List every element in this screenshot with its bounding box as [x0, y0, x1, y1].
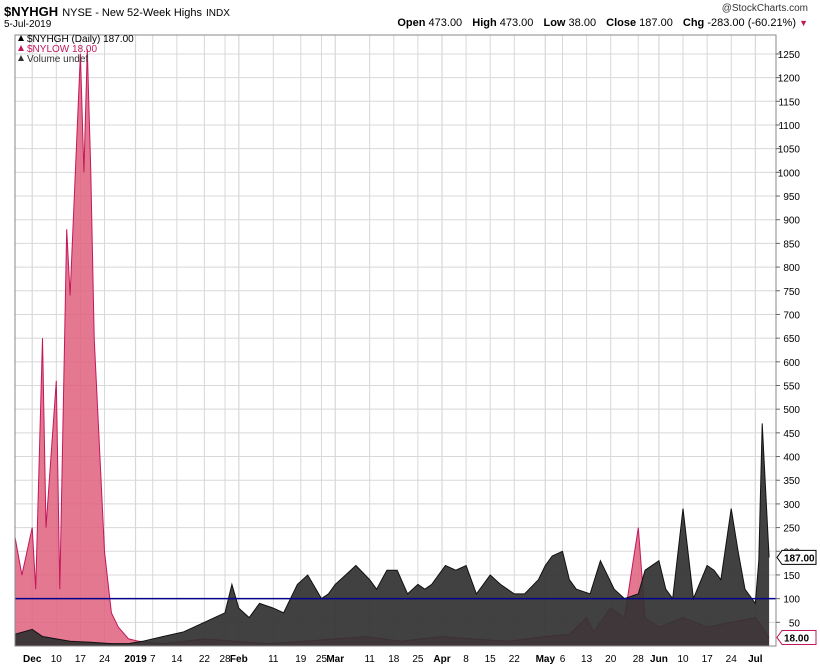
x-tick-label: 11 [364, 654, 375, 665]
x-tick-label: Feb [230, 654, 248, 665]
x-tick-label: 10 [677, 654, 689, 665]
y-tick-label: 1000 [778, 168, 801, 179]
close-label: Close [606, 17, 637, 29]
series-areas [14, 49, 770, 646]
chg-value: -283.00 (-60.21%) [707, 17, 797, 29]
y-tick-label: 1200 [778, 74, 801, 85]
grid-lines [15, 35, 776, 646]
x-tick-label: 22 [509, 654, 521, 665]
x-axis: Dec 10 17 24 2019 7 14 22 28 Feb 11 19 25 Mar 11 18 25 Ap… [23, 654, 763, 665]
x-tick-label: 24 [726, 654, 738, 665]
x-tick-label: 17 [702, 654, 714, 665]
x-tick-label: 28 [219, 654, 231, 665]
legend-swatch-icon [18, 55, 24, 61]
symbol-description: NYSE - New 52-Week Highs [62, 7, 202, 19]
y-tick-label: 1100 [778, 121, 800, 132]
y-tick-label: 950 [783, 192, 800, 203]
y-tick-label: 600 [783, 358, 800, 369]
close-value: 187.00 [639, 17, 673, 29]
x-tick-label: 6 [560, 654, 566, 665]
x-tick-label: Dec [23, 654, 42, 665]
y-tick-label: 900 [783, 216, 800, 227]
x-tick-label: 25 [412, 654, 424, 665]
high-label: High [472, 17, 497, 29]
y-tick-label: 150 [783, 571, 800, 582]
y-tick-label: 100 [783, 595, 800, 606]
high-value: 473.00 [499, 17, 534, 29]
exchange: INDX [205, 8, 230, 19]
y-tick-label: 550 [783, 381, 800, 392]
y-tick-label: 850 [783, 239, 800, 250]
last-value-labels: 187.00 18.00 [776, 549, 817, 645]
open-value: 473.00 [428, 17, 463, 29]
last-value-badge [776, 549, 817, 565]
x-tick-label: 25 [316, 654, 328, 665]
stockcharts-credit[interactable]: @StockCharts.com [721, 3, 808, 14]
y-tick-label: 50 [789, 618, 801, 629]
x-tick-label: 10 [51, 654, 63, 665]
x-tick-label: 2019 [124, 654, 147, 665]
nylow-area [15, 49, 770, 646]
y-tick-label: 500 [783, 405, 800, 416]
down-triangle-icon: ▼ [799, 18, 808, 28]
chg-label: Chg [682, 17, 705, 29]
y-tick-label: 750 [783, 287, 800, 298]
chart-header: $NYHGH NYSE - New 52-Week Highs INDX 5-Jul… [0, 0, 820, 34]
y-tick-label: 400 [783, 453, 800, 464]
y-tick-label: 1050 [778, 145, 801, 156]
y-tick-label: 450 [783, 429, 800, 440]
y-axis: 5010015020025030035040045050055060065070… [776, 50, 800, 629]
x-tick-label: 24 [99, 654, 111, 665]
symbol[interactable]: $NYHGH [4, 4, 59, 19]
y-tick-label: 250 [783, 524, 800, 535]
x-tick-label: Jul [748, 654, 763, 665]
chart-date: 5-Jul-2019 [4, 19, 52, 30]
x-tick-label: 19 [295, 654, 307, 665]
y-tick-label: 650 [783, 334, 800, 345]
nyhgh-area [15, 423, 770, 646]
legend-swatch-icon [18, 45, 24, 51]
low-value: 38.00 [568, 17, 597, 29]
nyhgh-line [14, 423, 770, 645]
y-tick-label: 1150 [778, 97, 800, 108]
x-tick-label: 8 [463, 654, 469, 665]
y-tick-label: 700 [783, 310, 800, 321]
y-tick-label: 1250 [778, 50, 801, 61]
x-tick-label: Mar [326, 654, 344, 665]
x-tick-label: 20 [605, 654, 617, 665]
legend-entry: $NYLOW 18.00 [27, 44, 97, 55]
legend-swatch-icon [18, 35, 24, 41]
x-tick-label: 17 [75, 654, 87, 665]
x-tick-label: 28 [633, 654, 645, 665]
y-tick-label: 800 [783, 263, 800, 274]
x-tick-label: Jun [650, 654, 668, 665]
last-value-highs: 187.00 [784, 553, 815, 564]
nylow-line [14, 49, 770, 645]
x-tick-label: 11 [268, 654, 279, 665]
y-tick-label: 300 [783, 500, 800, 511]
x-tick-label: 22 [199, 654, 211, 665]
x-tick-label: 18 [388, 654, 400, 665]
legend-entry: $NYHGH (Daily) 187.00 [27, 34, 134, 45]
legend: $NYHGH (Daily) 187.00$NYLOW 18.00Volume … [18, 34, 134, 65]
legend-entry: Volume undef [27, 54, 88, 65]
ohlc-readout: Open 473.00 High 473.00 Low 38.00 Close … [397, 17, 808, 29]
last-value-badge [776, 629, 817, 645]
y-tick-label: 350 [783, 476, 800, 487]
x-tick-label: May [536, 654, 556, 665]
x-tick-label: 13 [581, 654, 593, 665]
low-label: Low [543, 17, 566, 29]
title-row: $NYHGH NYSE - New 52-Week Highs INDX [4, 3, 230, 21]
last-value-lows: 18.00 [784, 633, 809, 644]
open-label: Open [397, 17, 426, 29]
plot-frame [14, 34, 777, 647]
x-tick-label: 7 [150, 654, 156, 665]
x-tick-label: 14 [171, 654, 183, 665]
x-tick-label: Apr [433, 654, 450, 665]
x-tick-label: 15 [485, 654, 497, 665]
